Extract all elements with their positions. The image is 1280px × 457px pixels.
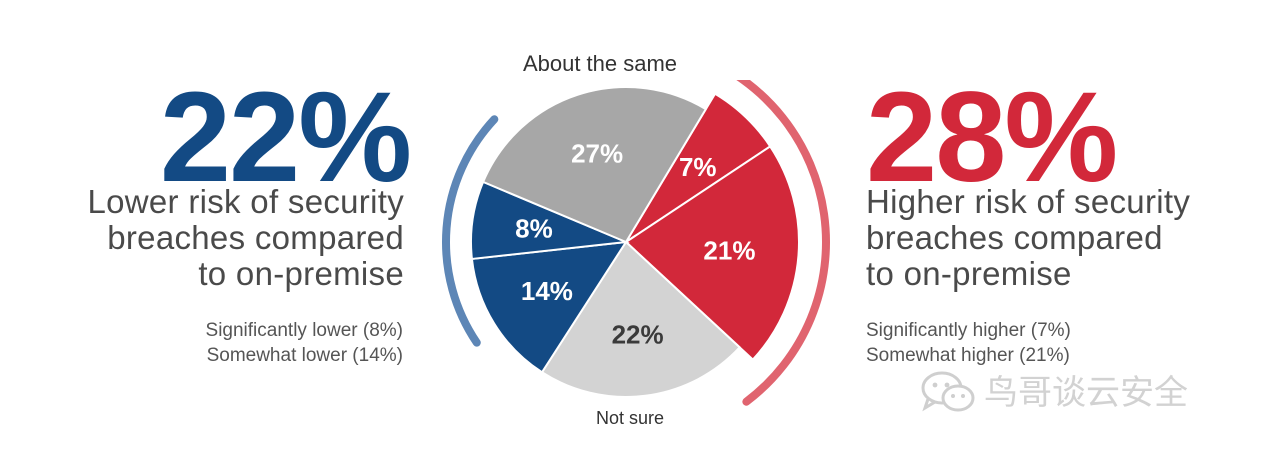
wechat-icon <box>921 371 975 412</box>
higher-risk-percent: 28% <box>866 66 1118 209</box>
breakdown-line: Somewhat lower (14%) <box>206 345 403 366</box>
pie-slice <box>481 86 708 244</box>
caption-line: to on-premise <box>198 255 404 292</box>
pie-slice-label: 7% <box>679 152 717 182</box>
pie-slice-label: 14% <box>521 276 573 306</box>
breakdown-line: Significantly higher (7%) <box>866 320 1071 341</box>
caption-line: breaches compared <box>107 219 404 256</box>
breakdown-line: Significantly lower (8%) <box>205 320 403 341</box>
pie-slice-label: 21% <box>703 235 755 265</box>
pie-slice-label: 27% <box>571 139 623 169</box>
lower-risk-bracket <box>442 115 499 347</box>
higher-risk-caption: Higher risk of security breaches compare… <box>866 184 1266 292</box>
pie-label-not-sure: Not sure <box>595 408 665 428</box>
lower-risk-percent: 22% <box>159 66 412 209</box>
breakdown-line: Somewhat higher (21%) <box>866 345 1070 366</box>
pie-slice <box>470 240 628 374</box>
lower-risk-caption: Lower risk of security breaches compared… <box>20 184 404 292</box>
caption-line: breaches compared <box>866 219 1163 256</box>
caption-line: Higher risk of security <box>866 183 1191 220</box>
watermark: 鸟哥谈云安全 <box>920 368 1250 418</box>
caption-line: to on-premise <box>866 255 1072 292</box>
pie-chart: 7% 21% 22% 14% 8% 27% <box>442 80 830 406</box>
higher-risk-breakdown: Significantly higher (7%) Somewhat highe… <box>866 318 1186 368</box>
pie-slice-label: 8% <box>515 214 553 244</box>
pie-slice-label: 22% <box>612 319 664 349</box>
caption-line: Lower risk of security <box>87 183 404 220</box>
pie-slice <box>624 145 800 361</box>
pie-label-about-the-same: About the same <box>522 51 678 76</box>
pie-slice <box>540 240 742 398</box>
watermark-text: 鸟哥谈云安全 <box>984 374 1188 412</box>
higher-risk-bracket <box>736 80 830 406</box>
lower-risk-breakdown: Significantly lower (8%) Somewhat lower … <box>100 318 403 368</box>
